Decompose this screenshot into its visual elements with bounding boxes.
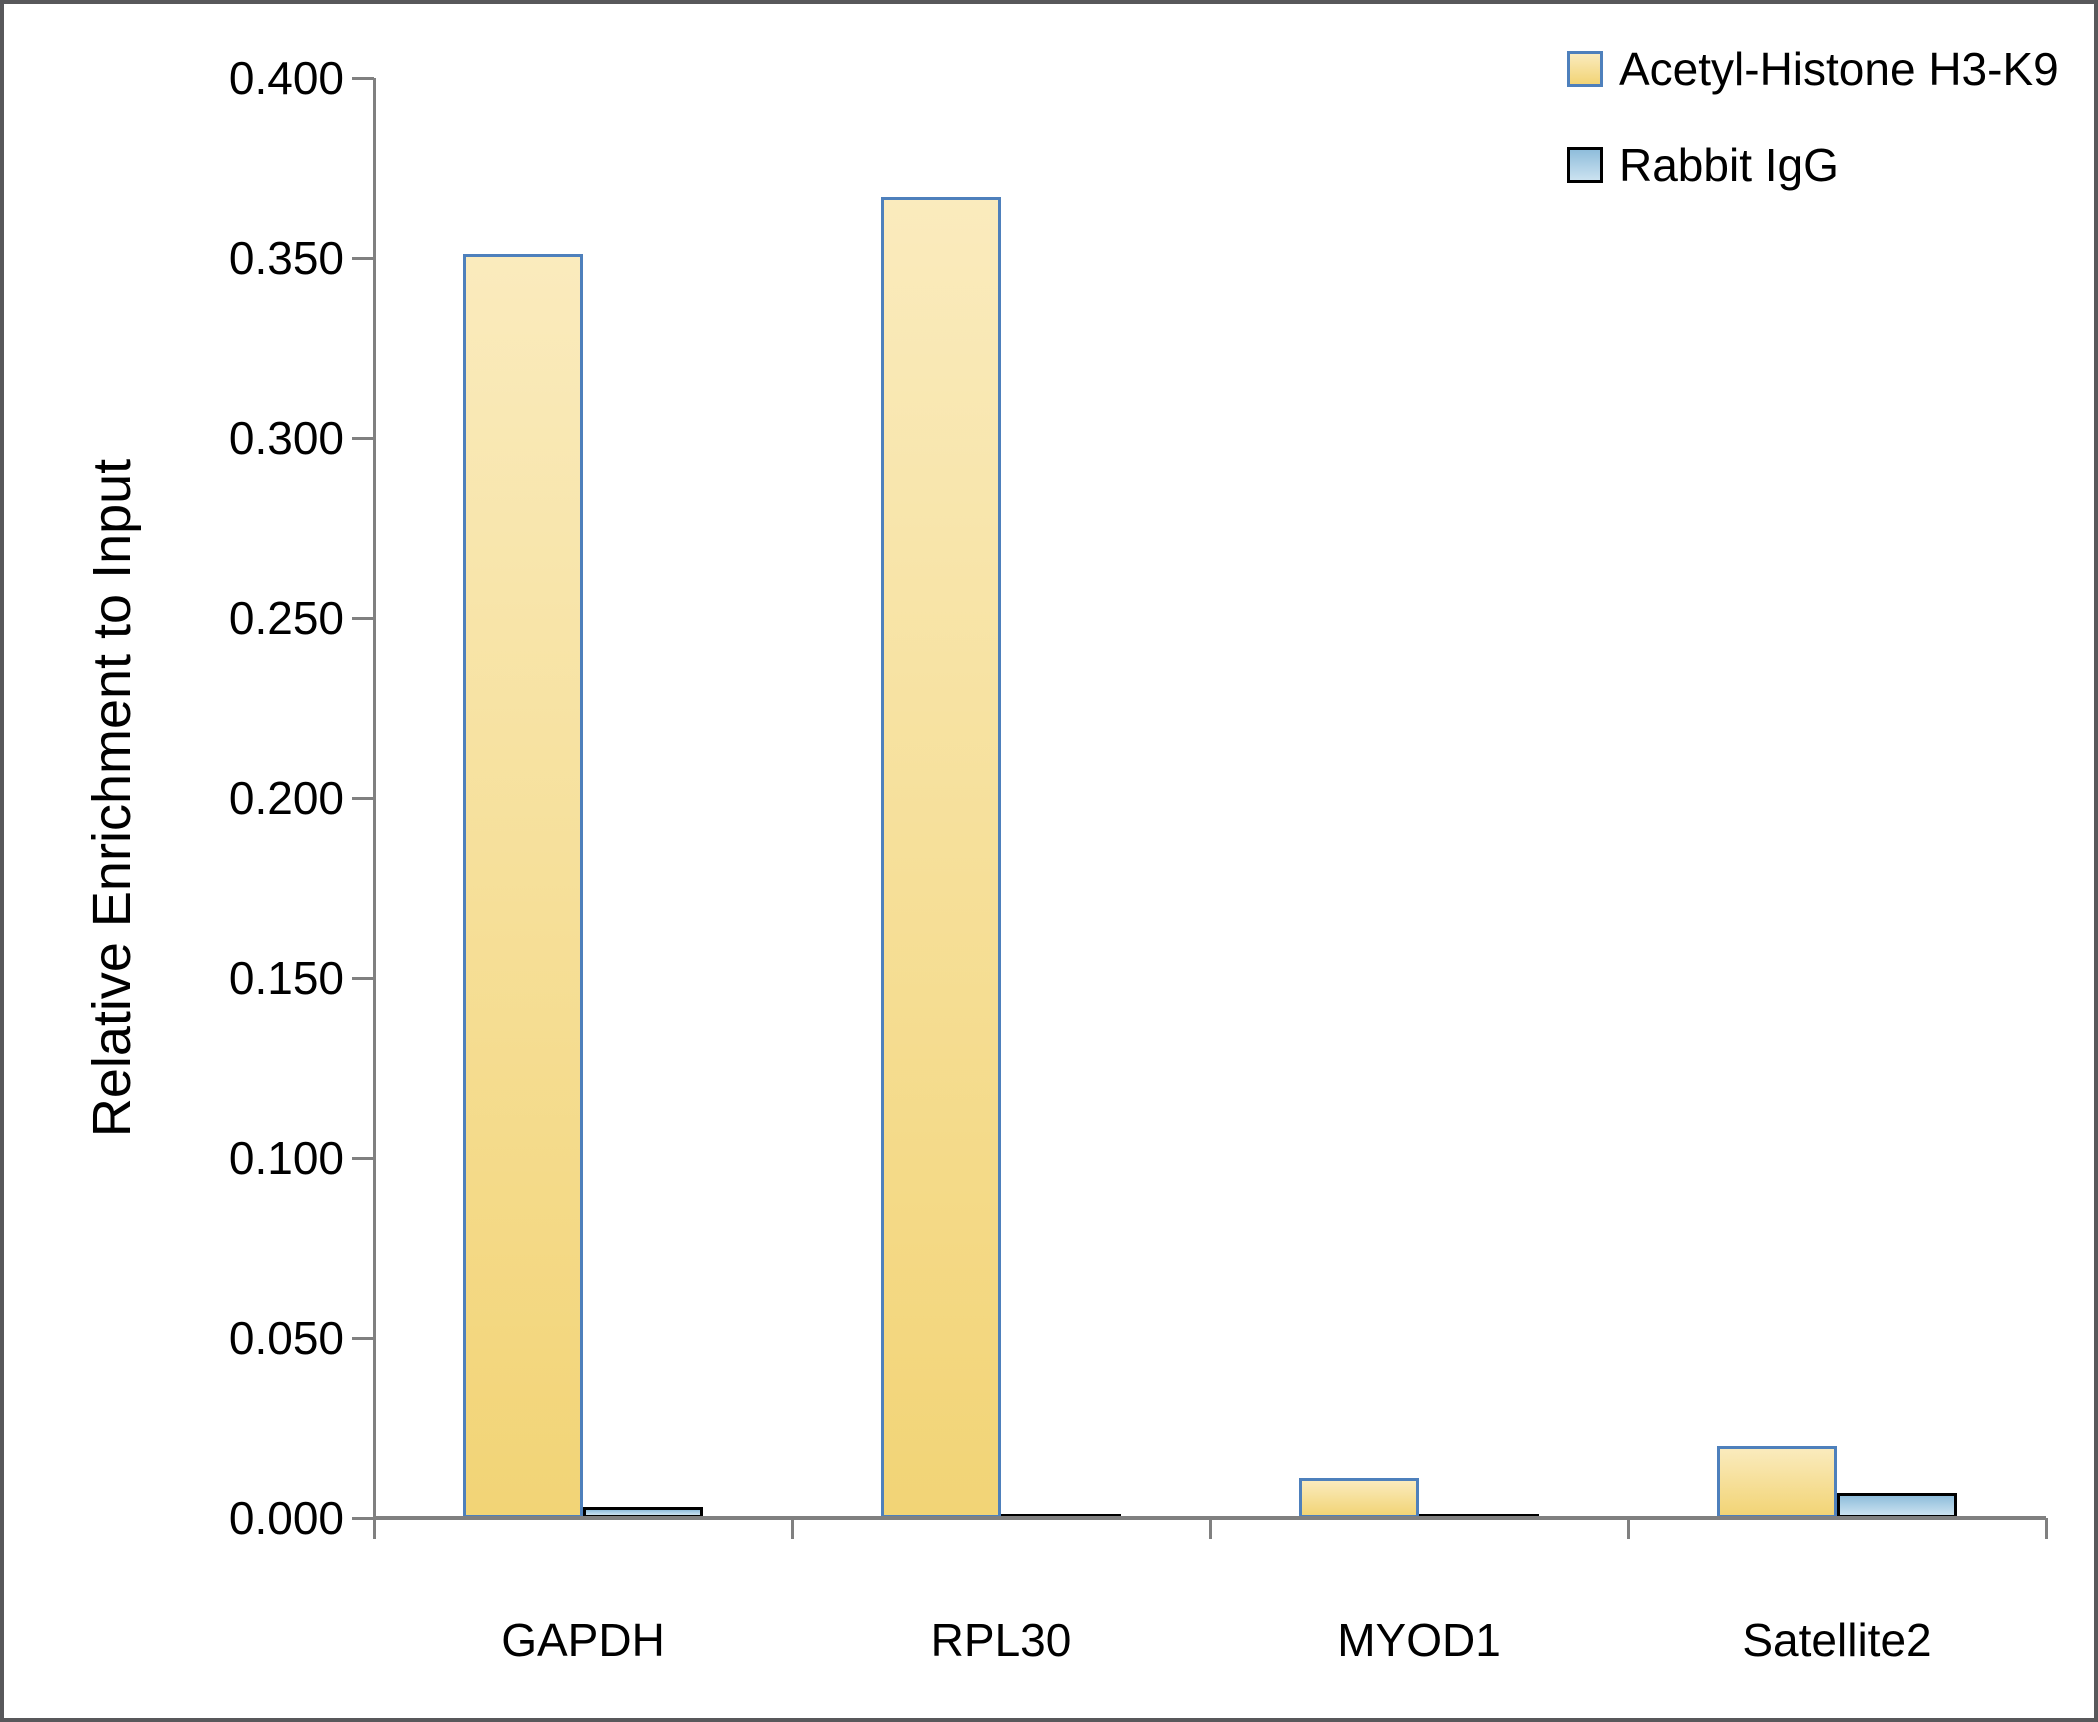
category-label-rpl30: RPL30 — [930, 1614, 1072, 1666]
bar-rpl30-series1 — [881, 197, 1001, 1518]
y-tick-mark — [352, 76, 374, 80]
x-boundary-tick — [1626, 1518, 1630, 1539]
y-tick-label: 0.200 — [228, 772, 344, 824]
y-tick-mark — [352, 436, 374, 440]
y-tick-mark — [352, 1516, 374, 1520]
x-axis-line — [374, 1516, 2046, 1520]
y-tick-label: 0.250 — [228, 592, 344, 644]
y-tick-mark — [352, 256, 374, 260]
bar-myod1-series1 — [1299, 1478, 1419, 1518]
y-tick-label: 0.100 — [228, 1132, 344, 1184]
y-axis-line — [372, 78, 376, 1539]
x-boundary-tick — [1208, 1518, 1212, 1539]
y-tick-mark — [352, 1156, 374, 1160]
y-tick-label: 0.050 — [228, 1312, 344, 1364]
y-tick-mark — [352, 796, 374, 800]
y-tick-label: 0.000 — [228, 1492, 344, 1544]
y-tick-label: 0.400 — [228, 52, 344, 104]
bar-satellite2-series1 — [1717, 1446, 1837, 1518]
y-tick-label: 0.350 — [228, 232, 344, 284]
legend-swatch-rabbit-igg — [1567, 147, 1603, 183]
legend: Acetyl-Histone H3-K9 Rabbit IgG — [1567, 42, 2059, 234]
y-tick-mark — [352, 616, 374, 620]
bar-satellite2-series2 — [1837, 1493, 1957, 1518]
legend-label: Rabbit IgG — [1619, 139, 1839, 191]
x-boundary-tick — [790, 1518, 794, 1539]
y-axis-title: Relative Enrichment to Input — [82, 458, 142, 1138]
legend-label: Acetyl-Histone H3-K9 — [1619, 43, 2059, 95]
legend-item: Rabbit IgG — [1567, 138, 2059, 192]
y-tick-mark — [352, 1336, 374, 1340]
legend-swatch-acetyl-histone-h3-k9 — [1567, 51, 1603, 87]
y-tick-label: 0.300 — [228, 412, 344, 464]
x-boundary-tick — [2044, 1518, 2048, 1539]
bar-gapdh-series1 — [463, 254, 583, 1518]
category-label-gapdh: GAPDH — [501, 1614, 665, 1666]
y-tick-mark — [352, 976, 374, 980]
legend-item: Acetyl-Histone H3-K9 — [1567, 42, 2059, 96]
category-label-myod1: MYOD1 — [1337, 1614, 1501, 1666]
y-tick-label: 0.150 — [228, 952, 344, 1004]
category-label-satellite2: Satellite2 — [1742, 1614, 1932, 1666]
